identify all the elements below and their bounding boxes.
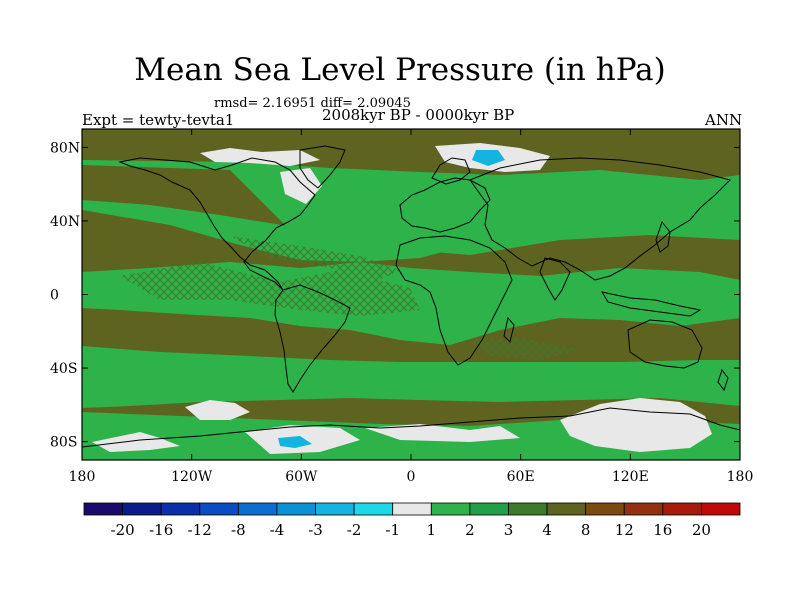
x-tick-label: 180	[727, 469, 754, 485]
colorbar-label: 2	[465, 521, 475, 539]
colorbar-swatch	[276, 502, 316, 516]
y-tick-label: 40N	[50, 214, 80, 230]
chart-subtitle: 2008kyr BP - 0000kyr BP	[322, 106, 515, 124]
field-region	[200, 148, 320, 166]
field-region	[230, 236, 400, 280]
colorbar-label: 8	[581, 521, 591, 539]
field-region	[120, 262, 420, 316]
field-region	[472, 150, 505, 166]
colorbar-swatch	[122, 502, 162, 516]
x-tick-label: 120W	[171, 469, 213, 485]
field-region	[82, 346, 740, 408]
y-tick-label: 0	[50, 288, 59, 304]
y-axis: 80N 40N 0 40S 80S	[50, 140, 740, 451]
colorbar-swatch	[237, 502, 278, 516]
colorbar-swatch	[623, 502, 664, 516]
colorbar-label: -20	[111, 521, 135, 539]
y-tick-label: 80S	[50, 435, 77, 451]
field-region	[365, 424, 520, 442]
colorbar-swatch	[469, 502, 509, 516]
pressure-field	[82, 129, 740, 460]
colorbar-swatch	[392, 502, 432, 516]
colorbar-label: 16	[653, 521, 672, 539]
colorbar-label: -2	[347, 521, 362, 539]
colorbar-swatch	[430, 502, 471, 516]
field-region	[82, 160, 740, 255]
colorbar-label: 1	[427, 521, 437, 539]
colorbar-label: 3	[504, 521, 514, 539]
x-tick-label: 180	[69, 469, 96, 485]
season-label: ANN	[705, 111, 743, 129]
colorbar-swatch	[701, 502, 741, 516]
colorbar-swatch	[508, 502, 548, 516]
field-region	[470, 338, 580, 360]
colorbar-label: -4	[270, 521, 285, 539]
colorbar-swatch	[585, 502, 625, 516]
coastlines	[82, 145, 740, 448]
rmsd-diff-stats: rmsd= 2.16951 diff= 2.09045	[214, 96, 411, 111]
y-tick-label: 40S	[50, 361, 77, 377]
colorbar-swatch	[315, 502, 355, 516]
colorbar: -20 -16 -12 -8 -4 -3 -2 -1 1 2 3 4 8 12 16 20	[83, 502, 741, 539]
field-region	[560, 398, 712, 452]
colorbar-label: -8	[231, 521, 246, 539]
colorbar-swatch	[160, 502, 201, 516]
experiment-label: Expt = tewty-tevta1	[82, 111, 235, 129]
x-tick-label: 120E	[612, 469, 649, 485]
field-region	[278, 436, 312, 448]
chart-title: Mean Sea Level Pressure (in hPa)	[134, 52, 666, 88]
x-axis: 180 120W 60W 0 60E 120E 180	[69, 129, 754, 485]
y-tick-label: 80N	[50, 140, 80, 156]
colorbar-swatch	[546, 502, 587, 516]
x-tick-label: 0	[407, 469, 416, 485]
field-region	[82, 200, 450, 262]
colorbar-label: -12	[188, 521, 212, 539]
colorbar-label: -1	[385, 521, 400, 539]
field-region	[185, 400, 250, 420]
colorbar-swatch	[662, 502, 702, 516]
x-tick-label: 60W	[285, 469, 318, 485]
field-region	[280, 168, 322, 204]
colorbar-swatch	[353, 502, 394, 516]
colorbar-swatch	[199, 502, 239, 516]
colorbar-label: 20	[692, 521, 711, 539]
colorbar-swatch	[83, 502, 123, 516]
colorbar-label: 12	[615, 521, 634, 539]
colorbar-label: 4	[542, 521, 552, 539]
colorbar-label: -16	[149, 521, 173, 539]
field-region	[92, 432, 180, 452]
x-tick-label: 60E	[507, 469, 535, 485]
colorbar-label: -3	[308, 521, 323, 539]
